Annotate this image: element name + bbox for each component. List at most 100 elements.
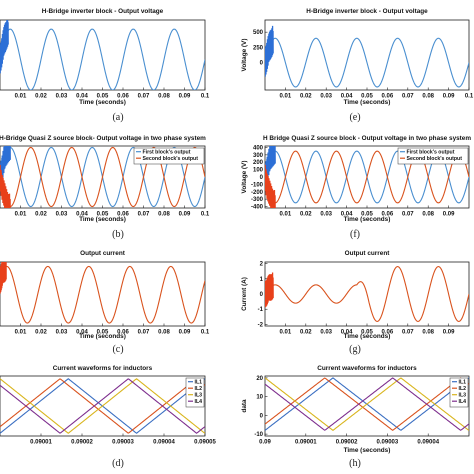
- x-tick-label: 0.01: [15, 330, 27, 336]
- y-tick-label: 0: [260, 292, 264, 298]
- legend-label: IL4: [195, 399, 203, 405]
- x-tick-label: 0.1: [465, 94, 474, 100]
- y-tick-label: 200: [253, 160, 264, 166]
- series-line-il3: [265, 377, 469, 431]
- series-line-il2: [265, 377, 469, 431]
- y-tick-label: -2: [258, 322, 264, 328]
- y-tick-label: 10: [256, 395, 263, 401]
- series-line-c-0: [0, 265, 205, 324]
- x-tick-label: 0.06: [117, 330, 129, 336]
- x-axis-label: Time (seconds): [79, 99, 126, 106]
- chart-c: Output current 0.01 0.02 0.03 0.04 0.05 0.06 0.…: [0, 250, 210, 355]
- legend-label: IL4: [459, 399, 467, 405]
- chart-e: H-Bridge inverter block - Output voltage…: [241, 8, 474, 123]
- x-tick-label: 0.01: [280, 212, 292, 218]
- x-tick-label: 0.07: [402, 212, 414, 218]
- subfigure-caption: (e): [349, 112, 360, 123]
- subfigure-caption: (b): [112, 229, 124, 240]
- y-tick-label: -200: [251, 190, 264, 196]
- y-axis-label: data: [241, 399, 248, 413]
- legend-label: First block's output: [143, 150, 191, 156]
- x-tick-label: 0.07: [402, 94, 414, 100]
- x-tick-label: 0.09003: [112, 440, 134, 446]
- x-tick-label: 0.1: [201, 212, 210, 218]
- y-tick-label: 100: [253, 168, 264, 174]
- subfigure-caption: (d): [112, 458, 124, 469]
- y-tick-label: 300: [253, 153, 264, 159]
- x-axis-label: Time (seconds): [79, 216, 126, 223]
- y-tick-label: -300: [251, 197, 264, 203]
- series-line-second-block-s-output: [0, 146, 205, 208]
- x-tick-label: 0.05: [361, 94, 373, 100]
- chart-title: Current waveforms for inductors: [317, 365, 417, 372]
- x-axis-label: Time (seconds): [79, 333, 126, 340]
- x-tick-label: 0.05: [361, 330, 373, 336]
- series-line-second-block-s-output: [265, 150, 469, 204]
- chart-g: Output current 0.01 0.02 0.03 0.04 0.05 0.06 0.…: [241, 250, 470, 355]
- x-tick-label: 0.07: [138, 330, 150, 336]
- x-tick-label: 0.05: [97, 212, 109, 218]
- y-tick-label: -10: [254, 432, 263, 438]
- switching-transient: [0, 146, 11, 189]
- y-tick-label: 1: [260, 277, 264, 283]
- legend: [133, 147, 205, 165]
- x-tick-label: 0.09004: [417, 440, 439, 446]
- x-tick-label: 0.01: [15, 94, 27, 100]
- chart-title: Output current: [345, 250, 391, 257]
- x-tick-label: 0.01: [15, 212, 27, 218]
- x-tick-label: 0.06: [382, 212, 394, 218]
- x-tick-label: 0.1: [201, 94, 210, 100]
- subfigure-caption: (c): [112, 344, 123, 355]
- x-tick-label: 0.05: [97, 94, 109, 100]
- x-tick-label: 0.01: [280, 94, 292, 100]
- x-tick-label: 0.09: [179, 330, 191, 336]
- x-tick-label: 0.04: [341, 94, 353, 100]
- chart-title: H-Bridge Quasi Z source block- Output vo…: [0, 135, 206, 142]
- chart-title: H-Bridge inverter block - Output voltage: [42, 8, 164, 15]
- subfigure-caption: (h): [349, 458, 361, 469]
- x-tick-label: 0.02: [35, 330, 47, 336]
- x-tick-label: 0.08: [422, 330, 434, 336]
- plot-area: [264, 375, 470, 437]
- y-axis-label: Voltage (V): [241, 161, 248, 194]
- x-tick-label: 0.07: [138, 212, 150, 218]
- legend: [449, 377, 469, 408]
- x-tick-label: 0.02: [35, 212, 47, 218]
- y-axis-label: Voltage (V): [241, 39, 248, 72]
- x-tick-label: 0.08: [422, 212, 434, 218]
- chart-h: Current waveforms for inductors 0.09 0.090…: [241, 365, 470, 469]
- subfigure-caption: (g): [349, 344, 361, 355]
- y-tick-label: 20: [256, 376, 263, 382]
- series-line-g-0: [265, 266, 469, 322]
- y-tick-label: 2: [260, 262, 264, 268]
- x-tick-label: 0.04: [76, 212, 88, 218]
- x-tick-label: 0.06: [382, 94, 394, 100]
- x-tick-label: 0.09001: [295, 440, 317, 446]
- switching-transient: [0, 262, 7, 294]
- switching-transient: [265, 25, 274, 77]
- x-axis-label: Time (seconds): [344, 216, 391, 223]
- legend-label: Second block's output: [143, 156, 199, 162]
- x-tick-label: 0.09003: [377, 440, 399, 446]
- x-tick-label: 0.1: [201, 330, 210, 336]
- x-tick-label: 0.03: [56, 212, 68, 218]
- x-tick-label: 0.06: [117, 212, 129, 218]
- legend-label: IL2: [459, 386, 467, 392]
- legend-label: IL2: [195, 386, 203, 392]
- y-tick-label: 400: [253, 145, 264, 151]
- chart-b: H-Bridge Quasi Z source block- Output vo…: [0, 135, 210, 240]
- legend-label: IL1: [459, 380, 467, 386]
- x-tick-label: 0.03: [320, 330, 332, 336]
- legend-label: IL3: [459, 393, 467, 399]
- x-tick-label: 0.02: [300, 94, 312, 100]
- series-line-e-0: [265, 37, 469, 88]
- chart-a: H-Bridge inverter block - Output voltage…: [0, 8, 210, 123]
- chart-title: H-Bridge inverter block - Output voltage: [306, 8, 428, 15]
- y-tick-label: -400: [251, 205, 264, 211]
- x-tick-label: 0.08: [158, 330, 170, 336]
- switching-transient: [265, 272, 274, 308]
- x-axis-label: Time (seconds): [344, 333, 391, 340]
- x-tick-label: 0.08: [422, 94, 434, 100]
- x-tick-label: 0.02: [35, 94, 47, 100]
